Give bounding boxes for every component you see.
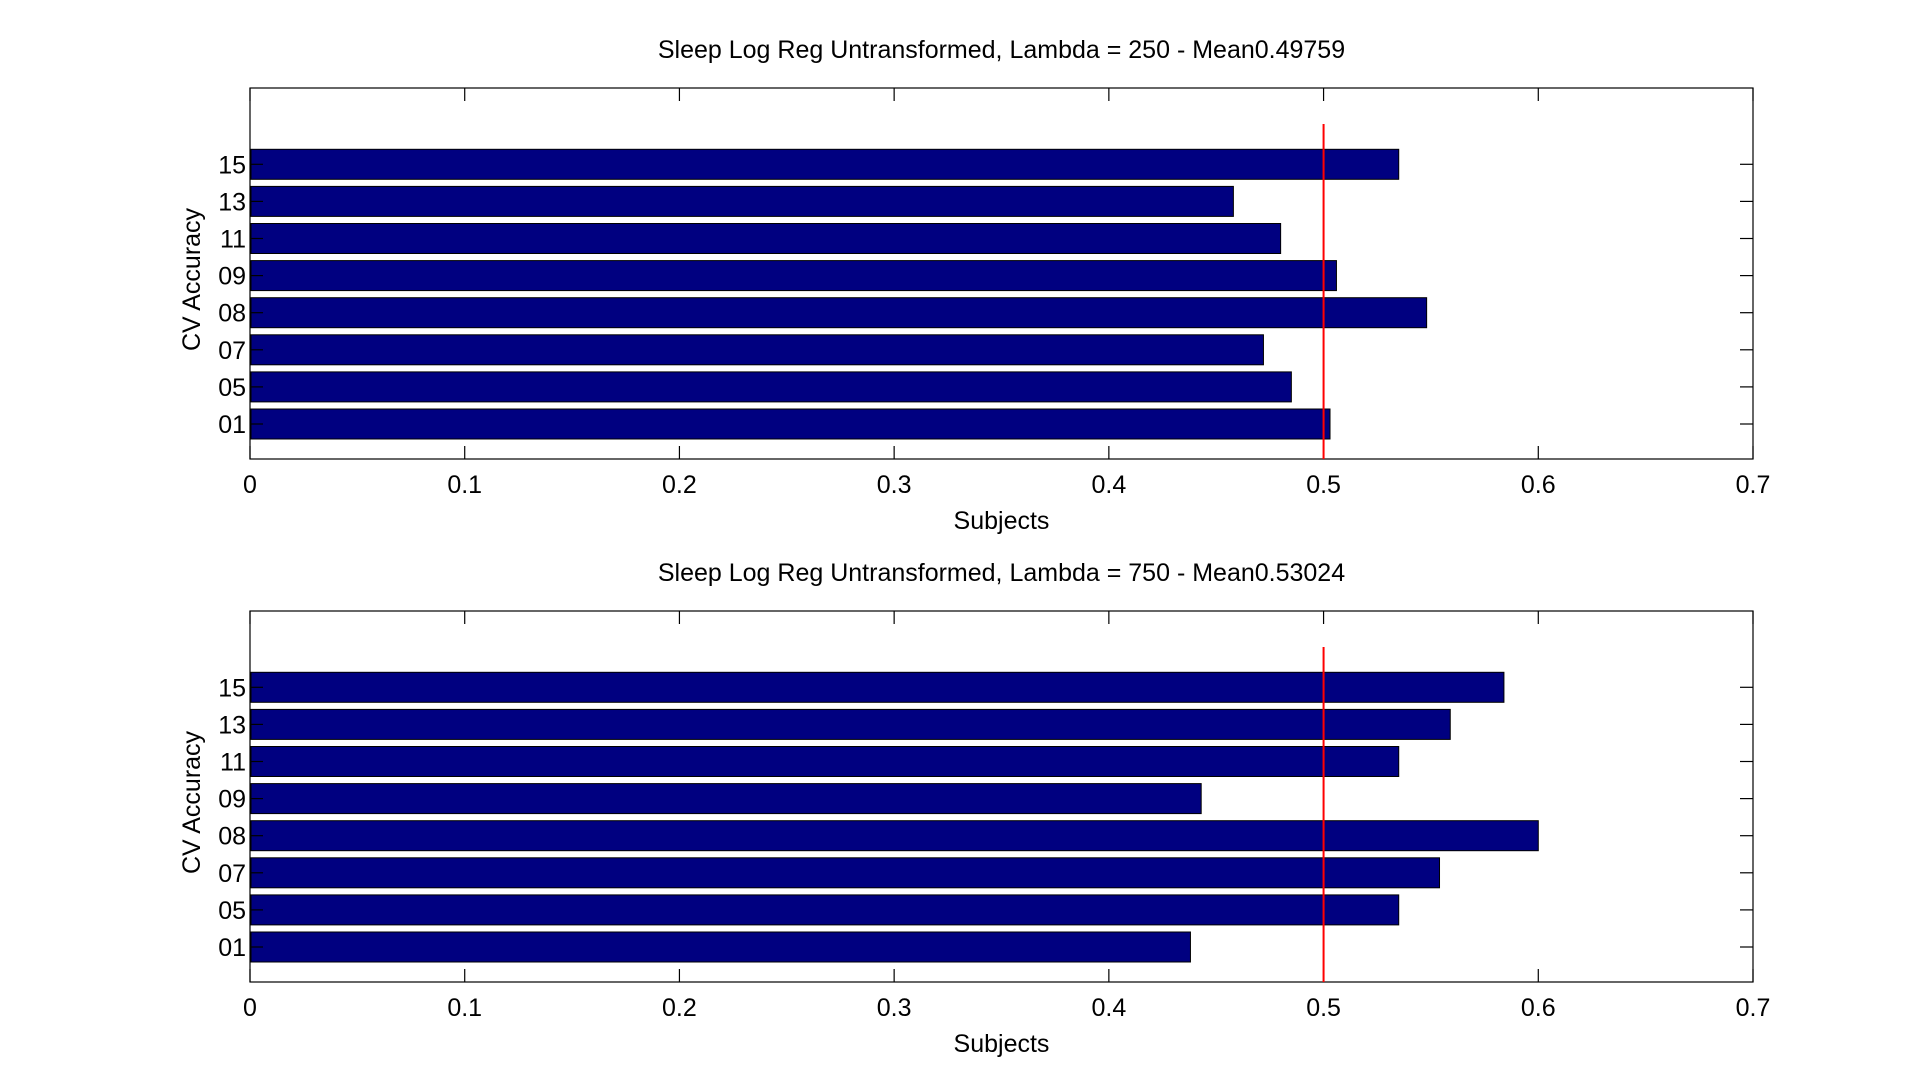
x-tick-label: 0 <box>243 471 257 499</box>
bottom-chart: Sleep Log Reg Untransformed, Lambda = 75… <box>178 559 1770 1058</box>
bar-11 <box>250 746 1400 777</box>
y-tick-label-15: 15 <box>218 674 246 702</box>
x-tick-label: 0.2 <box>662 994 697 1022</box>
y-tick-label-11: 11 <box>220 226 246 254</box>
top-chart: Sleep Log Reg Untransformed, Lambda = 25… <box>178 36 1770 535</box>
x-tick-label: 0.5 <box>1306 994 1341 1022</box>
axes-box <box>249 610 1754 983</box>
bar-15 <box>250 148 1400 180</box>
y-tick-label-13: 13 <box>218 188 246 216</box>
x-tick-label: 0 <box>243 994 257 1022</box>
bar-01 <box>250 931 1191 963</box>
bar-05 <box>250 894 1400 926</box>
x-tick-label: 0.7 <box>1736 994 1771 1022</box>
bar-09 <box>250 783 1202 815</box>
y-tick-label-07: 07 <box>218 337 246 365</box>
y-tick-label-01: 01 <box>218 934 246 962</box>
y-tick-label-09: 09 <box>218 263 246 291</box>
x-tick-label: 0.3 <box>877 994 912 1022</box>
y-tick-label-05: 05 <box>218 897 246 925</box>
x-axis-label: Subjects <box>954 507 1050 535</box>
y-tick-label-08: 08 <box>218 823 246 851</box>
y-axis-label: CV Accuracy <box>178 730 206 874</box>
y-tick-label-11: 11 <box>220 749 246 777</box>
y-tick-label-01: 01 <box>218 411 246 439</box>
y-tick-label-15: 15 <box>218 151 246 179</box>
x-tick-label: 0.2 <box>662 471 697 499</box>
x-tick-label: 0.5 <box>1306 471 1341 499</box>
y-tick-label-05: 05 <box>218 374 246 402</box>
axes-box <box>249 87 1754 460</box>
x-tick-label: 0.3 <box>877 471 912 499</box>
y-tick-label-09: 09 <box>218 786 246 814</box>
bar-08 <box>250 820 1539 852</box>
x-tick-label: 0.6 <box>1521 471 1556 499</box>
bar-08 <box>250 297 1428 329</box>
bar-05 <box>250 371 1292 403</box>
bar-09 <box>250 260 1337 292</box>
bar-13 <box>250 708 1451 740</box>
bar-07 <box>250 857 1441 889</box>
x-tick-label: 0.6 <box>1521 994 1556 1022</box>
bar-01 <box>250 408 1331 440</box>
y-tick-label-13: 13 <box>218 711 246 739</box>
y-axis-label: CV Accuracy <box>178 207 206 351</box>
chart-title: Sleep Log Reg Untransformed, Lambda = 75… <box>658 559 1345 587</box>
bar-11 <box>250 223 1282 254</box>
x-tick-label: 0.4 <box>1091 994 1126 1022</box>
bar-07 <box>250 334 1264 366</box>
chart-title: Sleep Log Reg Untransformed, Lambda = 25… <box>658 36 1345 64</box>
x-tick-label: 0.4 <box>1091 471 1126 499</box>
x-tick-label: 0.1 <box>447 994 482 1022</box>
x-tick-label: 0.7 <box>1736 471 1771 499</box>
bar-15 <box>250 671 1505 703</box>
x-tick-label: 0.1 <box>447 471 482 499</box>
y-tick-label-08: 08 <box>218 300 246 328</box>
bar-13 <box>250 185 1234 217</box>
x-axis-label: Subjects <box>954 1030 1050 1058</box>
y-tick-label-07: 07 <box>218 860 246 888</box>
